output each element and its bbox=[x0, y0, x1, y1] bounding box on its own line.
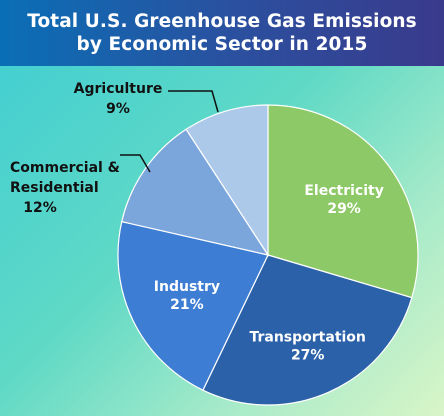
slice-label-name: Transportation bbox=[249, 330, 365, 346]
leader-line bbox=[120, 154, 151, 173]
pie-slice-agriculture bbox=[185, 104, 269, 258]
chart-title-line-2: by Economic Sector in 2015 bbox=[76, 34, 368, 55]
slice-label-industry: Industry 21% bbox=[154, 279, 220, 313]
slice-label-electricity: Electricity 29% bbox=[304, 183, 383, 217]
slice-label-value: 9% bbox=[106, 101, 130, 117]
slice-label-name: Agriculture bbox=[74, 81, 163, 97]
slice-label-value: 12% bbox=[23, 200, 57, 216]
slice-label-name: Residential bbox=[10, 180, 99, 196]
slice-label-name: Commercial & bbox=[10, 160, 120, 176]
pie-slice-transportation bbox=[202, 254, 413, 406]
pie-slice-commercial-and-residential bbox=[121, 128, 270, 256]
slice-label-agriculture: Agriculture 9% bbox=[74, 81, 219, 117]
pie-slice-electricity bbox=[267, 104, 419, 299]
slice-label-value: 29% bbox=[327, 201, 361, 217]
leader-line bbox=[168, 90, 219, 113]
pie-slice-industry bbox=[117, 220, 269, 391]
slice-label-value: 27% bbox=[291, 348, 325, 364]
slice-label-name: Electricity bbox=[304, 183, 383, 199]
chart-header: Total U.S. Greenhouse Gas Emissions by E… bbox=[0, 0, 444, 66]
slice-label-name: Industry bbox=[154, 279, 220, 295]
slice-label-value: 21% bbox=[170, 297, 204, 313]
slice-label-transportation: Transportation 27% bbox=[249, 330, 365, 364]
chart-title-line-1: Total U.S. Greenhouse Gas Emissions bbox=[27, 11, 417, 32]
slice-label-commercial-and-residential: Commercial & Residential 12% bbox=[10, 154, 151, 216]
